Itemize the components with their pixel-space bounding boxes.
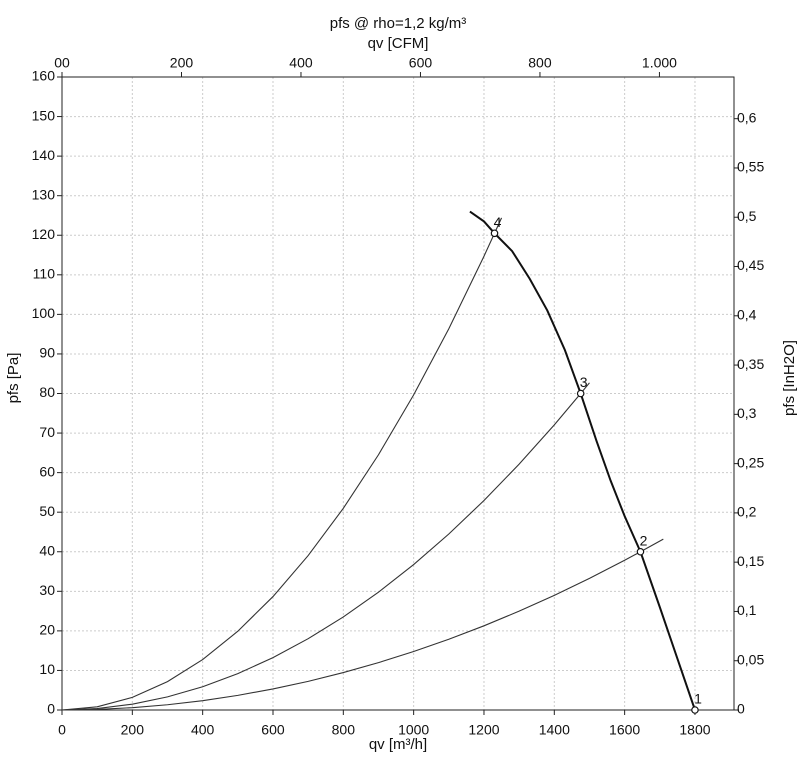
y-tick-label: 40 bbox=[39, 542, 55, 558]
x-tick-label: 1800 bbox=[679, 722, 710, 738]
x2-tick-label: 1.000 bbox=[642, 55, 677, 71]
y-tick-label: 150 bbox=[32, 107, 56, 123]
y-tick-label: 50 bbox=[39, 503, 55, 519]
y2-tick-label: 0,15 bbox=[737, 553, 764, 569]
x-axis-title: qv [m³/h] bbox=[369, 736, 427, 753]
y2-tick-label: 0 bbox=[737, 701, 745, 717]
operating-point bbox=[691, 706, 699, 714]
y-tick-label: 0 bbox=[47, 701, 55, 717]
operating-point bbox=[576, 389, 585, 398]
point-label: 1 bbox=[694, 691, 702, 707]
y2-tick-label: 0,6 bbox=[737, 109, 757, 125]
system-curve bbox=[61, 382, 590, 711]
y-tick-label: 100 bbox=[32, 305, 56, 321]
y-tick-label: 120 bbox=[32, 226, 56, 242]
x2-tick-label: 800 bbox=[528, 55, 552, 71]
y-tick-label: 10 bbox=[39, 661, 55, 677]
point-label: 4 bbox=[494, 214, 502, 230]
y-tick-label: 30 bbox=[39, 582, 55, 598]
operating-point bbox=[636, 547, 645, 556]
y2-tick-label: 0,3 bbox=[737, 405, 757, 421]
y-tick-label: 90 bbox=[39, 345, 55, 361]
x-tick-label: 1400 bbox=[539, 722, 570, 738]
plot-frame bbox=[61, 76, 735, 711]
y2-tick-label: 0,45 bbox=[737, 257, 764, 273]
x2-tick-label: 00 bbox=[54, 55, 70, 71]
operating-point bbox=[490, 229, 499, 238]
x-tick-label: 400 bbox=[191, 722, 215, 738]
y-tick-label: 80 bbox=[39, 384, 55, 400]
y2-tick-label: 0,2 bbox=[737, 504, 757, 520]
y2-axis-title: pfs [InH2O] bbox=[781, 340, 798, 416]
x2-axis-title: qv [CFM] bbox=[368, 35, 429, 52]
y2-tick-label: 0,05 bbox=[737, 651, 764, 667]
y2-tick-label: 0,25 bbox=[737, 454, 764, 470]
y-tick-label: 140 bbox=[32, 147, 56, 163]
y-tick-label: 160 bbox=[32, 68, 56, 84]
x-tick-label: 1200 bbox=[468, 722, 499, 738]
y2-tick-label: 0,5 bbox=[737, 208, 757, 224]
system-curve bbox=[61, 217, 503, 711]
y2-tick-label: 0,1 bbox=[737, 602, 757, 618]
y2-tick-label: 0,55 bbox=[737, 159, 764, 175]
y-tick-label: 110 bbox=[33, 266, 56, 282]
x-tick-label: 1600 bbox=[609, 722, 640, 738]
y2-tick-label: 0,4 bbox=[737, 306, 757, 322]
x-tick-label: 200 bbox=[121, 722, 145, 738]
y-tick-label: 20 bbox=[39, 622, 55, 638]
x2-tick-label: 600 bbox=[409, 55, 433, 71]
x-tick-label: 1000 bbox=[398, 722, 429, 738]
x2-tick-label: 400 bbox=[289, 55, 313, 71]
y2-tick-label: 0,35 bbox=[737, 356, 764, 372]
system-curve bbox=[61, 538, 664, 711]
point-label: 3 bbox=[580, 374, 588, 390]
x2-tick-label: 200 bbox=[170, 55, 194, 71]
x-tick-label: 600 bbox=[261, 722, 285, 738]
chart-title: pfs @ rho=1,2 kg/m³ bbox=[330, 15, 467, 32]
point-label: 2 bbox=[640, 532, 648, 548]
x-tick-label: 800 bbox=[332, 722, 356, 738]
y-axis-title: pfs [Pa] bbox=[5, 353, 22, 404]
y-tick-label: 60 bbox=[39, 463, 55, 479]
x-tick-label: 0 bbox=[58, 722, 66, 738]
y-tick-label: 130 bbox=[32, 186, 56, 202]
y-tick-label: 70 bbox=[39, 424, 55, 440]
